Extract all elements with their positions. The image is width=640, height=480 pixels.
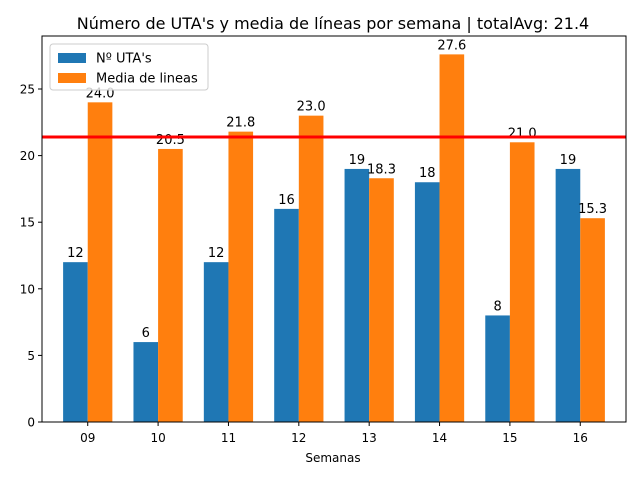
x-axis-label: Semanas — [305, 451, 360, 465]
x-tick-label-13: 13 — [362, 431, 377, 445]
bar-media-14 — [439, 54, 465, 422]
y-axis: 0 5 10 15 20 25 — [20, 83, 42, 430]
plot-frame — [41, 35, 627, 423]
bar-uta-14 — [414, 182, 440, 422]
y-tick-label-5: 5 — [27, 349, 35, 363]
legend-box — [49, 43, 209, 91]
legend-swatch-media — [58, 73, 86, 83]
bar-media-10 — [158, 148, 183, 422]
legend-label-media: Media de lineas — [96, 72, 198, 87]
y-tick-label-10: 10 — [20, 282, 35, 296]
data-label-media-12: 23.0 — [297, 100, 326, 115]
data-label-uta-12: 16 — [278, 193, 295, 208]
plot-area: 1261216191881924.020.521.823.018.327.621… — [41, 35, 627, 423]
x-tick-label-12: 12 — [291, 431, 306, 445]
data-label-media-14: 27.6 — [437, 38, 466, 53]
bar-uta-12 — [274, 208, 299, 422]
x-tick-label-15: 15 — [502, 431, 517, 445]
legend-swatch-uta — [58, 53, 86, 63]
bar-media-16 — [580, 218, 605, 422]
bar-uta-10 — [133, 342, 159, 422]
x-tick-label-10: 10 — [150, 431, 165, 445]
bar-uta-16 — [555, 168, 581, 422]
x-tick-label-14: 14 — [432, 431, 447, 445]
bar-uta-15 — [485, 315, 510, 422]
data-label-uta-11: 12 — [208, 246, 225, 261]
data-label-media-11: 21.8 — [226, 116, 255, 131]
data-label-uta-15: 8 — [493, 299, 501, 314]
data-label-uta-13: 19 — [349, 153, 366, 168]
y-tick-label-0: 0 — [27, 416, 35, 430]
data-label-uta-10: 6 — [142, 326, 150, 341]
x-axis: 09 10 11 12 13 14 15 16 — [80, 422, 588, 445]
x-tick-label-16: 16 — [573, 431, 588, 445]
chart-title: Número de UTA's y media de líneas por se… — [77, 14, 589, 33]
data-label-media-16: 15.3 — [578, 202, 607, 217]
bar-uta-13 — [344, 168, 370, 422]
data-label-uta-16: 19 — [560, 153, 577, 168]
data-label-uta-14: 18 — [419, 166, 436, 181]
data-label-uta-09: 12 — [67, 246, 84, 261]
bar-media-15 — [509, 142, 535, 422]
legend: Nº UTA's Media de lineas — [49, 43, 209, 91]
bar-uta-09 — [63, 262, 88, 422]
y-tick-label-20: 20 — [20, 149, 35, 163]
x-tick-label-09: 09 — [80, 431, 95, 445]
bar-uta-11 — [203, 262, 229, 422]
legend-label-uta: Nº UTA's — [96, 52, 152, 67]
x-tick-label-11: 11 — [221, 431, 236, 445]
bar-media-12 — [298, 115, 324, 423]
data-label-media-15: 21.0 — [508, 126, 537, 141]
bar-media-13 — [369, 178, 394, 422]
data-label-media-10: 20.5 — [156, 133, 185, 148]
data-label-media-13: 18.3 — [367, 162, 396, 177]
bar-media-11 — [228, 131, 254, 423]
y-tick-label-15: 15 — [20, 216, 35, 230]
bar-media-09 — [87, 102, 113, 422]
y-tick-label-25: 25 — [20, 83, 35, 97]
